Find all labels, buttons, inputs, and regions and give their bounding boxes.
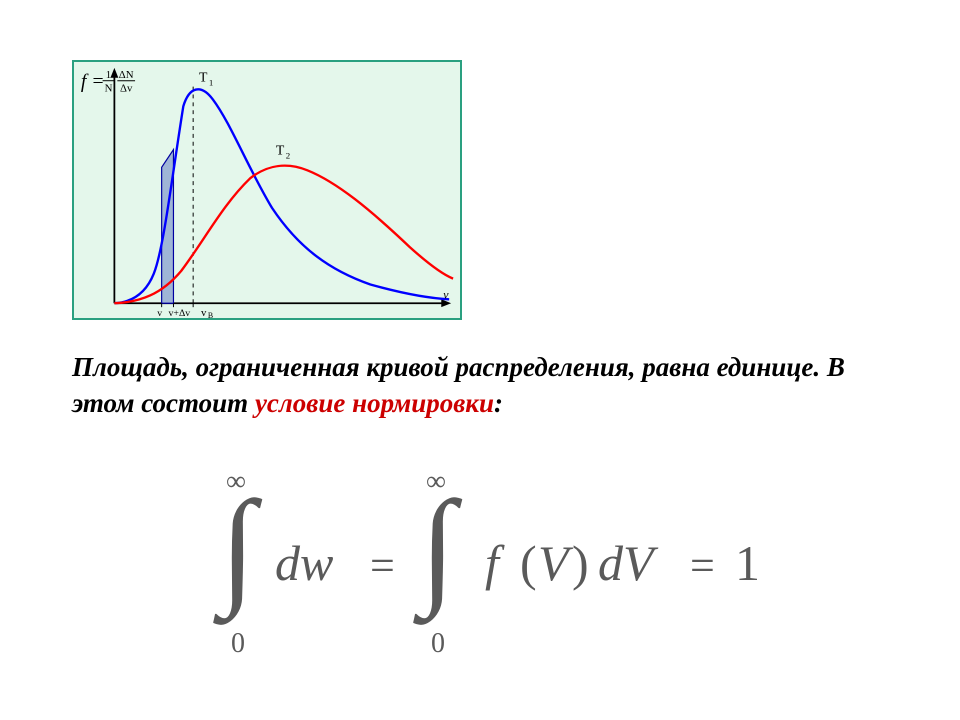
svg-text:f =: f =: [81, 71, 105, 93]
svg-text:T: T: [199, 70, 208, 85]
curve-label-t2: T 2: [276, 143, 290, 161]
curve-label-t1: T 1: [199, 70, 213, 88]
rparen: ): [572, 535, 589, 591]
normalization-formula: ∫ ∞ 0 dw = ∫ ∞ 0 f ( V ) dV = 1: [0, 460, 960, 680]
svg-text:T: T: [276, 143, 285, 158]
svg-text:v+Δv: v+Δv: [169, 308, 191, 318]
page: f = 1 N ΔN Δv T 1 T 2 v: [0, 0, 960, 720]
upper-limit-1: ∞: [226, 466, 246, 497]
lower-limit-1: 0: [231, 628, 245, 659]
svg-text:v: v: [201, 307, 207, 318]
svg-text:ΔN: ΔN: [119, 69, 134, 81]
eq2: =: [690, 541, 715, 590]
caption-text-emphasis: условие нормировки: [255, 388, 494, 418]
svg-text:N: N: [105, 83, 113, 95]
upper-limit-2: ∞: [426, 466, 446, 497]
result-one: 1: [735, 535, 760, 591]
svg-text:2: 2: [286, 150, 290, 160]
svg-text:v: v: [443, 287, 449, 301]
caption: Площадь, ограниченная кривой распределен…: [72, 350, 902, 421]
chart-svg: f = 1 N ΔN Δv T 1 T 2 v: [74, 62, 460, 318]
lower-limit-2: 0: [431, 628, 445, 659]
svg-text:∫: ∫: [412, 475, 462, 625]
svg-text:1: 1: [106, 69, 111, 81]
eq1: =: [370, 541, 395, 590]
svg-text:v: v: [157, 308, 162, 318]
svg-text:1: 1: [209, 78, 213, 88]
distribution-chart: f = 1 N ΔN Δv T 1 T 2 v: [72, 60, 462, 320]
dw: dw: [275, 535, 333, 591]
f: f: [485, 535, 505, 591]
y-axis-label: f = 1 N ΔN Δv: [81, 69, 135, 95]
V: V: [538, 535, 574, 591]
lparen: (: [520, 535, 537, 591]
svg-text:∫: ∫: [212, 475, 262, 625]
svg-text:B: B: [208, 311, 213, 318]
dV: dV: [598, 535, 659, 591]
caption-text-after: :: [494, 388, 503, 418]
svg-text:Δv: Δv: [120, 83, 133, 95]
